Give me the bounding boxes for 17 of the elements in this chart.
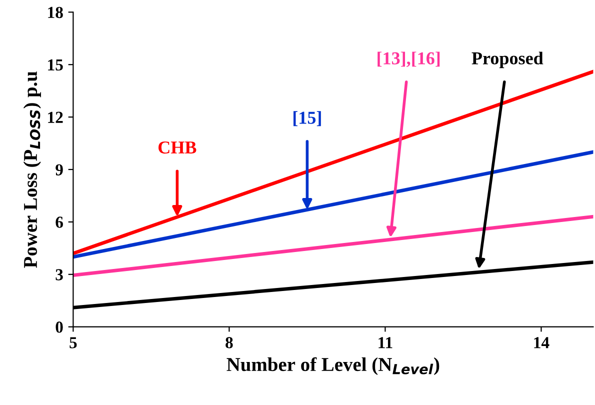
x-axis-title: Number of Level (N$_{Level}$) [226, 357, 440, 376]
annotation: [15] [294, 111, 321, 126]
x-tick-label: 11 [378, 337, 392, 348]
y-tick-label: 15 [48, 59, 63, 71]
x-tick-label: 14 [534, 337, 550, 348]
y-tick-label: 3 [56, 269, 63, 280]
annotation: Proposed [472, 52, 544, 68]
y-tick-label: 18 [48, 6, 63, 18]
y-axis-title: Power Loss (P$_{LOSS}$) p.u [23, 72, 41, 268]
y-tick-label: 0 [56, 322, 63, 333]
x-tick-label: 5 [70, 337, 77, 348]
y-tick-label: 9 [56, 164, 63, 176]
y-tick-label: 6 [56, 216, 63, 228]
annotation: [13],[16] [378, 52, 440, 68]
y-tick-label: 12 [48, 112, 63, 123]
annotation: CHB [158, 141, 196, 154]
x-tick-label: 8 [226, 337, 233, 348]
